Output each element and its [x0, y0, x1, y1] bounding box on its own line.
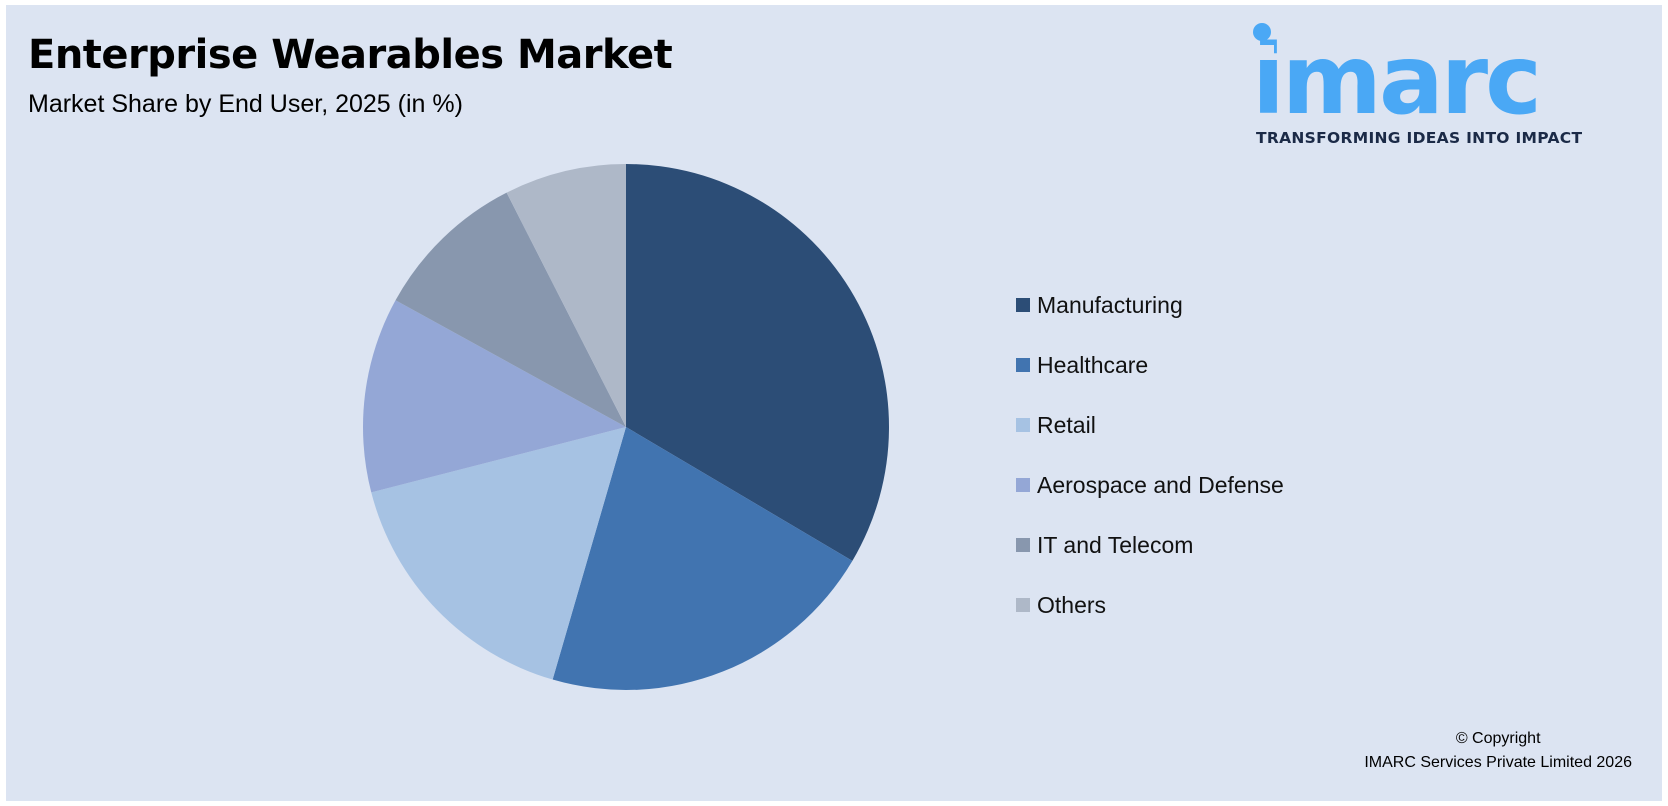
pie-chart [363, 164, 889, 690]
pie-slices [363, 164, 889, 690]
pie-slice-healthcare [552, 427, 853, 690]
legend-swatch [1016, 418, 1030, 432]
legend-swatch [1016, 358, 1030, 372]
legend-item-aerospace-and-defense: Aerospace and Defense [1016, 455, 1284, 515]
legend-item-manufacturing: Manufacturing [1016, 275, 1284, 335]
legend-swatch [1016, 478, 1030, 492]
legend-label: Healthcare [1037, 351, 1149, 378]
copyright-notice: © Copyright IMARC Services Private Limit… [1364, 727, 1632, 775]
pie-slice-others [506, 164, 626, 427]
legend-swatch [1016, 538, 1030, 552]
logo-wordmark-text: imarc [1252, 24, 1539, 125]
pie-slice-it-and-telecom [395, 192, 626, 427]
copyright-line-1: © Copyright [1455, 730, 1541, 747]
imarc-logo: imarc TRANSFORMING IDEAS INTO IMPACT [1248, 15, 1582, 155]
chart-subtitle: Market Share by End User, 2025 (in %) [28, 90, 463, 118]
legend-item-others: Others [1016, 575, 1284, 635]
legend-label: Manufacturing [1037, 291, 1183, 318]
legend-label: Others [1037, 591, 1107, 618]
chart-title: Enterprise Wearables Market [28, 32, 673, 78]
legend-swatch [1016, 298, 1030, 312]
legend-item-retail: Retail [1016, 395, 1284, 455]
legend-swatch [1016, 598, 1030, 612]
legend-label: IT and Telecom [1037, 531, 1194, 558]
legend-item-healthcare: Healthcare [1016, 335, 1284, 395]
pie-slice-manufacturing [626, 164, 889, 561]
legend-item-it-and-telecom: IT and Telecom [1016, 515, 1284, 575]
imarc-wordmark: imarc [1252, 23, 1542, 125]
chart-background: Enterprise Wearables Market Market Share… [6, 5, 1662, 801]
logo-tagline: TRANSFORMING IDEAS INTO IMPACT [1256, 129, 1583, 147]
legend-label: Aerospace and Defense [1037, 471, 1284, 498]
chart-legend: Manufacturing Healthcare Retail Aerospace a… [1016, 275, 1284, 635]
pie-slice-retail [371, 427, 626, 680]
logo-dot-icon [1253, 23, 1271, 41]
pie-slice-aerospace-and-defense [363, 300, 626, 493]
logo-dot-mask [1252, 45, 1274, 55]
legend-label: Retail [1037, 411, 1096, 438]
copyright-line-2: IMARC Services Private Limited 2026 [1364, 754, 1632, 771]
